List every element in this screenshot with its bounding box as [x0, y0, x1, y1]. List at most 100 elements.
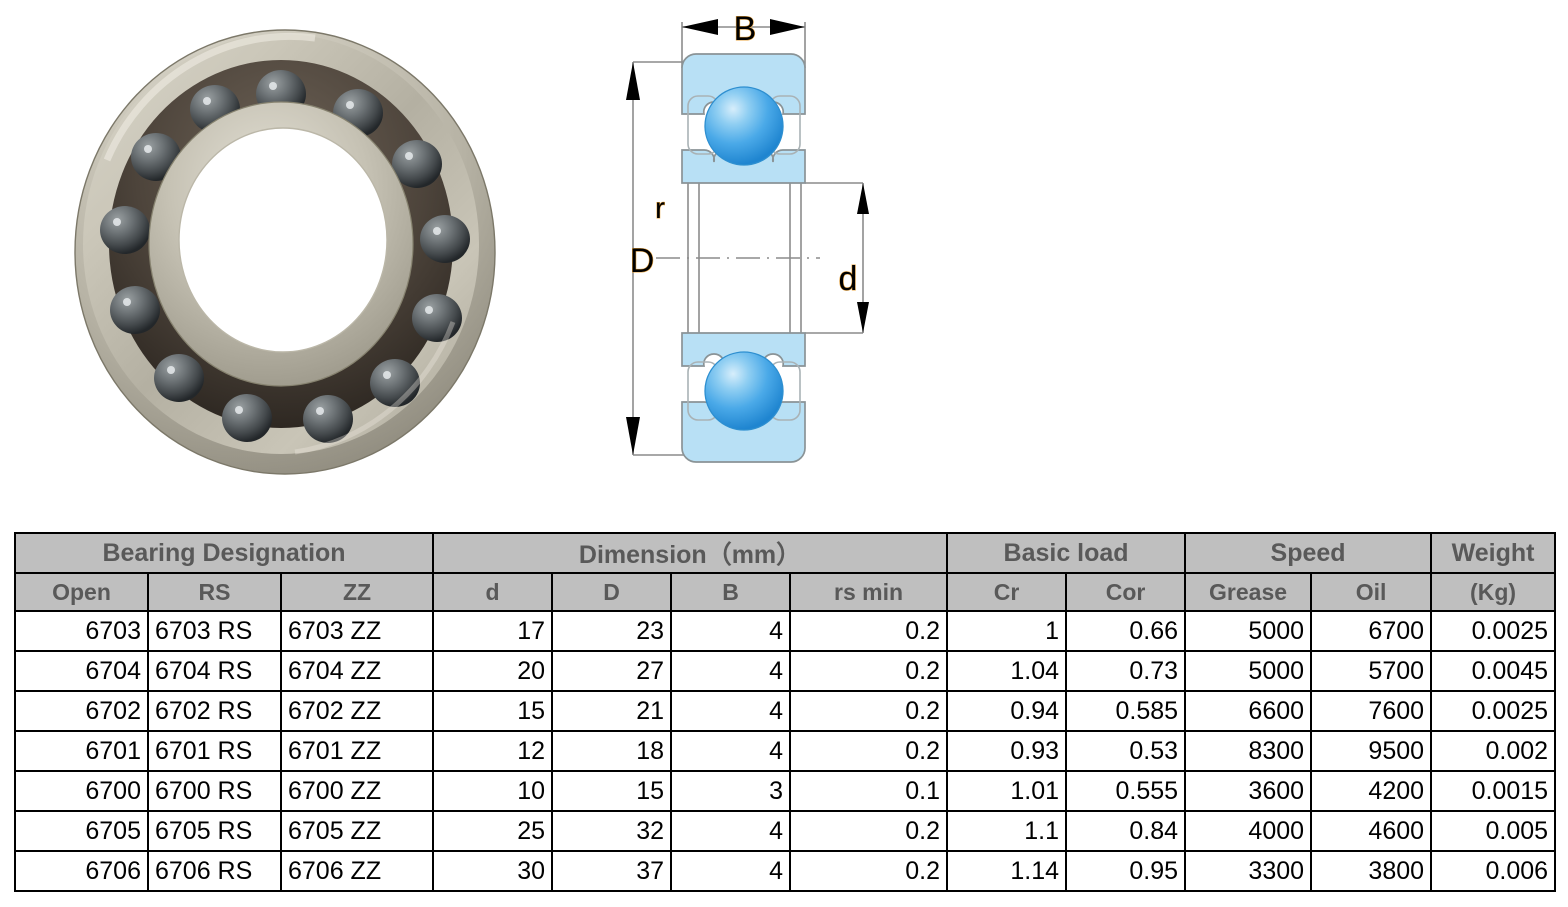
table-body: 6703 6703 RS 6703 ZZ 17 23 4 0.2 1 0.66 5000 6700 0…	[14, 610, 1557, 892]
column-header-rs-min: rs min	[789, 572, 949, 612]
table-cell: 0.2	[789, 610, 949, 652]
outer-ring-edge	[74, 29, 496, 475]
table-cell: 6705 ZZ	[279, 810, 435, 852]
table-cell: 20	[432, 650, 554, 692]
column-header-zz: ZZ	[279, 572, 435, 612]
column-header-weight-kg: (Kg)	[1430, 572, 1557, 612]
table-cell: 6700	[1310, 610, 1433, 652]
table-cell: 0.73	[1065, 650, 1187, 692]
table-cell: 0.585	[1065, 690, 1187, 732]
table-cell: 7600	[1310, 690, 1433, 732]
table-cell: 0.93	[946, 730, 1068, 772]
group-header-bearing-designation: Bearing Designation	[13, 532, 435, 574]
group-header-weight: Weight	[1430, 532, 1557, 574]
group-header-dimension: Dimension（mm）	[432, 532, 949, 574]
group-header-basic-load: Basic load	[946, 532, 1187, 574]
table-cell: 25	[432, 810, 554, 852]
label-B: B	[734, 10, 757, 48]
table-cell: 6704 RS	[147, 650, 282, 692]
table-head: Bearing Designation Dimension（mm） Basic …	[13, 532, 1557, 612]
table-cell: 4	[670, 850, 792, 892]
table-cell: 32	[551, 810, 673, 852]
bearing-photo-svg	[74, 29, 496, 475]
group-header-speed: Speed	[1184, 532, 1433, 574]
table-cell: 6700 RS	[147, 770, 282, 812]
table-cell: 6705 RS	[147, 810, 282, 852]
inner-ring-edge	[148, 101, 414, 387]
label-d: d	[839, 260, 858, 298]
table-cell: 30	[432, 850, 554, 892]
table-cell: 0.555	[1065, 770, 1187, 812]
bore-edge	[178, 127, 388, 353]
table-cell: 0.2	[789, 650, 949, 692]
cross-section-svg: B D d r	[626, 9, 869, 463]
table-cell: 4200	[1310, 770, 1433, 812]
table-cell: 6703 ZZ	[279, 610, 435, 652]
table-cell: 0.66	[1065, 610, 1187, 652]
group-header-row: Bearing Designation Dimension（mm） Basic …	[13, 532, 1557, 574]
ball-set	[100, 70, 470, 443]
table-cell: 6700 ZZ	[279, 770, 435, 812]
column-header-grease: Grease	[1184, 572, 1313, 612]
ring-top	[681, 53, 806, 184]
column-header-row: Open RS ZZ d D B rs min Cr Cor Grease Oi…	[14, 572, 1557, 612]
table-row: 6703 6703 RS 6703 ZZ 17 23 4 0.2 1 0.66 5000 6700 0…	[14, 610, 1557, 652]
column-header-b: B	[670, 572, 792, 612]
table-cell: 6706 RS	[147, 850, 282, 892]
table-row: 6701 6701 RS 6701 ZZ 12 18 4 0.2 0.93 0.53 8300 95…	[14, 730, 1557, 772]
table-cell: 6702 ZZ	[279, 690, 435, 732]
table-cell: 0.53	[1065, 730, 1187, 772]
table-cell: 3800	[1310, 850, 1433, 892]
table-cell: 4	[670, 610, 792, 652]
dimension-arrowheads	[626, 19, 869, 455]
column-header-rs: RS	[147, 572, 282, 612]
table-cell: 1.14	[946, 850, 1068, 892]
table-cell: 3300	[1184, 850, 1313, 892]
table-cell: 5700	[1310, 650, 1433, 692]
table-cell: 6704 ZZ	[279, 650, 435, 692]
table-cell: 0.2	[789, 850, 949, 892]
ball-top	[704, 86, 784, 166]
table-cell: 0.0025	[1430, 610, 1557, 652]
table-cell: 6706 ZZ	[279, 850, 435, 892]
table-cell: 12	[432, 730, 554, 772]
table-cell: 6705	[14, 810, 149, 852]
table-cell: 0.1	[789, 770, 949, 812]
table-cell: 4	[670, 730, 792, 772]
table-cell: 0.0025	[1430, 690, 1557, 732]
label-D: D	[630, 242, 655, 280]
ring-bottom	[681, 332, 806, 463]
column-header-d-small: d	[432, 572, 554, 612]
table-cell: 4	[670, 810, 792, 852]
table-row: 6704 6704 RS 6704 ZZ 20 27 4 0.2 1.04 0.73 5000 57…	[14, 650, 1557, 692]
column-header-cor: Cor	[1065, 572, 1187, 612]
table-cell: 37	[551, 850, 673, 892]
table-cell: 0.0015	[1430, 770, 1557, 812]
table-cell: 21	[551, 690, 673, 732]
table-cell: 4000	[1184, 810, 1313, 852]
table-cell: 27	[551, 650, 673, 692]
bearing-spec-table: Bearing Designation Dimension（mm） Basic …	[13, 532, 1557, 892]
table-cell: 1.1	[946, 810, 1068, 852]
ball-highlights	[113, 82, 441, 415]
table-cell: 0.94	[946, 690, 1068, 732]
table-cell: 4600	[1310, 810, 1433, 852]
spec-table-container: Bearing Designation Dimension（mm） Basic …	[13, 532, 1557, 892]
table-cell: 3600	[1184, 770, 1313, 812]
table-cell: 9500	[1310, 730, 1433, 772]
column-header-cr: Cr	[946, 572, 1068, 612]
sheen-arc-bottom	[294, 321, 456, 455]
column-header-d-cap: D	[551, 572, 673, 612]
table-cell: 4	[670, 650, 792, 692]
bore	[179, 128, 387, 352]
table-cell: 0.2	[789, 690, 949, 732]
column-header-open: Open	[14, 572, 149, 612]
table-cell: 0.005	[1430, 810, 1557, 852]
table-cell: 6702	[14, 690, 149, 732]
column-header-oil: Oil	[1310, 572, 1433, 612]
table-row: 6706 6706 RS 6706 ZZ 30 37 4 0.2 1.14 0.95 3300 38…	[14, 850, 1557, 892]
table-row: 6702 6702 RS 6702 ZZ 15 21 4 0.2 0.94 0.585 6600 7…	[14, 690, 1557, 732]
table-row: 6705 6705 RS 6705 ZZ 25 32 4 0.2 1.1 0.84 4000 460…	[14, 810, 1557, 852]
table-cell: 6600	[1184, 690, 1313, 732]
table-cell: 0.84	[1065, 810, 1187, 852]
